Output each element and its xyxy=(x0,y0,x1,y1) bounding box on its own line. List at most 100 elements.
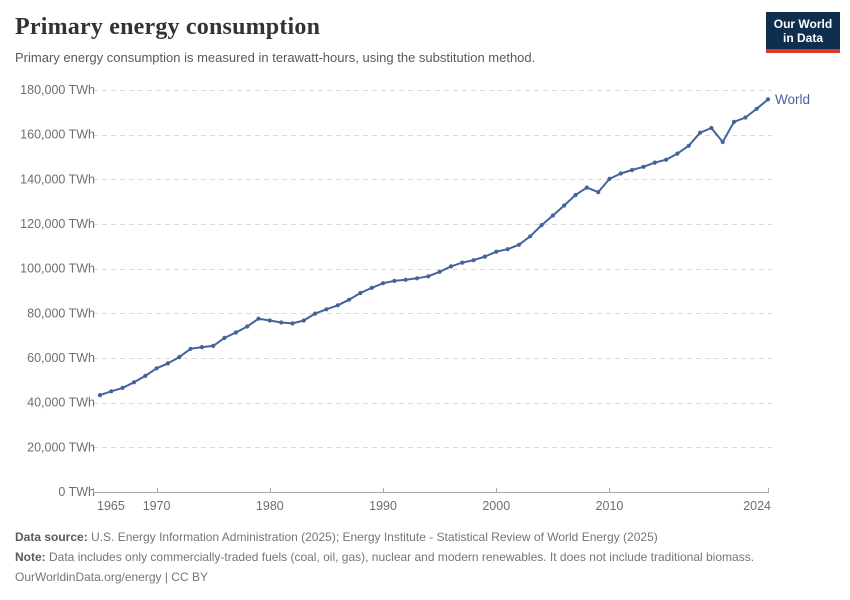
data-point-marker[interactable] xyxy=(528,234,533,239)
y-tick-label: 40,000 TWh xyxy=(27,396,95,410)
data-point-marker[interactable] xyxy=(618,171,623,176)
data-point-marker[interactable] xyxy=(290,321,295,326)
owid-logo-line1: Our World xyxy=(773,17,833,31)
data-point-marker[interactable] xyxy=(686,143,691,148)
data-point-marker[interactable] xyxy=(607,176,612,181)
data-point-marker[interactable] xyxy=(143,373,148,378)
data-point-marker[interactable] xyxy=(403,277,408,282)
data-point-marker[interactable] xyxy=(494,249,499,254)
x-axis-labels: 1965 1970 1980 1990 2000 2010 2024 xyxy=(97,499,771,513)
series-world[interactable]: World xyxy=(97,92,810,398)
data-point-marker[interactable] xyxy=(539,223,544,228)
data-point-marker[interactable] xyxy=(392,278,397,283)
data-point-marker[interactable] xyxy=(256,316,261,321)
data-point-marker[interactable] xyxy=(731,119,737,124)
data-point-marker[interactable] xyxy=(414,276,420,281)
data-point-marker[interactable] xyxy=(324,307,329,312)
data-point-marker[interactable] xyxy=(482,254,487,259)
credit-link[interactable]: OurWorldinData.org/energy | CC BY xyxy=(15,570,208,584)
y-tick-label: 180,000 TWh xyxy=(20,83,95,97)
data-point-marker[interactable] xyxy=(131,380,137,385)
y-tick-label: 0 TWh xyxy=(58,485,95,499)
data-point-marker[interactable] xyxy=(222,335,227,340)
data-point-marker[interactable] xyxy=(664,157,669,162)
y-tick-label: 140,000 TWh xyxy=(20,172,95,186)
data-point-marker[interactable] xyxy=(652,160,657,165)
x-tick-label: 1990 xyxy=(369,499,397,513)
y-tick-label: 100,000 TWh xyxy=(20,262,95,276)
data-point-marker[interactable] xyxy=(358,290,363,296)
gridlines xyxy=(93,90,772,448)
data-point-marker[interactable] xyxy=(709,125,714,131)
y-tick-label: 160,000 TWh xyxy=(20,128,95,142)
data-point-marker[interactable] xyxy=(437,269,442,274)
data-point-marker[interactable] xyxy=(120,385,125,390)
series-line[interactable] xyxy=(99,98,769,397)
y-tick-label: 20,000 TWh xyxy=(27,440,95,454)
data-point-marker[interactable] xyxy=(675,151,680,156)
note-label: Note: xyxy=(15,550,46,564)
data-point-marker[interactable] xyxy=(471,258,476,263)
data-point-marker[interactable] xyxy=(97,393,103,398)
data-point-marker[interactable] xyxy=(245,324,250,329)
series-end-label[interactable]: World xyxy=(775,92,810,107)
note-text: Data includes only commercially-traded f… xyxy=(45,550,755,564)
data-point-marker[interactable] xyxy=(188,346,193,351)
y-tick-label: 60,000 TWh xyxy=(27,351,95,365)
data-point-marker[interactable] xyxy=(584,185,589,190)
data-point-marker[interactable] xyxy=(505,247,510,252)
chart-header: Primary energy consumption Primary energ… xyxy=(15,14,735,65)
owid-logo-line2: in Data xyxy=(782,31,823,45)
data-source-label: Data source: xyxy=(15,530,88,544)
data-point-marker[interactable] xyxy=(698,130,703,135)
data-point-marker[interactable] xyxy=(154,366,159,371)
x-tick-label: 1965 xyxy=(97,499,125,513)
x-tick-label: 2000 xyxy=(482,499,510,513)
data-point-marker[interactable] xyxy=(448,264,454,269)
data-point-marker[interactable] xyxy=(516,242,522,247)
data-point-marker[interactable] xyxy=(301,318,306,323)
x-tick-label: 2024 xyxy=(743,499,771,513)
data-source-text: U.S. Energy Information Administration (… xyxy=(87,530,658,544)
data-point-marker[interactable] xyxy=(641,164,646,169)
chart-subtitle: Primary energy consumption is measured i… xyxy=(15,50,536,65)
data-point-marker[interactable] xyxy=(426,274,431,279)
data-point-marker[interactable] xyxy=(267,318,272,323)
page-title: Primary energy consumption xyxy=(15,14,321,40)
data-point-marker[interactable] xyxy=(630,167,635,173)
chart-footer: Data source: U.S. Energy Information Adm… xyxy=(15,527,835,587)
owid-logo[interactable]: Our World in Data xyxy=(766,12,840,53)
data-point-marker[interactable] xyxy=(199,345,204,350)
data-point-marker[interactable] xyxy=(460,260,465,265)
data-point-marker[interactable] xyxy=(165,361,170,366)
data-point-marker[interactable] xyxy=(211,343,216,348)
data-source-line: Data source: U.S. Energy Information Adm… xyxy=(15,527,835,547)
y-tick-label: 120,000 TWh xyxy=(20,217,95,231)
data-point-marker[interactable] xyxy=(177,355,182,360)
data-point-marker[interactable] xyxy=(754,106,759,111)
data-point-marker[interactable] xyxy=(596,190,601,195)
data-point-marker[interactable] xyxy=(369,285,374,290)
data-point-marker[interactable] xyxy=(233,330,238,335)
x-tick-label: 1980 xyxy=(256,499,284,513)
data-point-marker[interactable] xyxy=(743,115,748,120)
x-tick-label: 1970 xyxy=(143,499,171,513)
data-point-marker[interactable] xyxy=(335,303,340,308)
note-line: Note: Data includes only commercially-tr… xyxy=(15,547,835,567)
data-point-marker[interactable] xyxy=(765,97,771,102)
line-chart-canvas[interactable]: 0 TWh 20,000 TWh 40,000 TWh 60,000 TWh 80,00… xyxy=(0,70,850,525)
x-tick-label: 2010 xyxy=(596,499,624,513)
data-point-marker[interactable] xyxy=(279,320,284,325)
data-point-marker[interactable] xyxy=(109,389,114,394)
data-point-marker[interactable] xyxy=(573,192,578,198)
data-point-marker[interactable] xyxy=(347,297,352,302)
data-point-marker[interactable] xyxy=(720,139,725,145)
data-point-marker[interactable] xyxy=(562,203,567,208)
data-point-marker[interactable] xyxy=(381,281,386,286)
data-point-marker[interactable] xyxy=(550,213,556,218)
y-tick-label: 80,000 TWh xyxy=(27,306,95,320)
data-point-marker[interactable] xyxy=(313,311,318,316)
y-axis-labels: 0 TWh 20,000 TWh 40,000 TWh 60,000 TWh 80,00… xyxy=(20,83,95,499)
x-axis xyxy=(93,488,769,493)
